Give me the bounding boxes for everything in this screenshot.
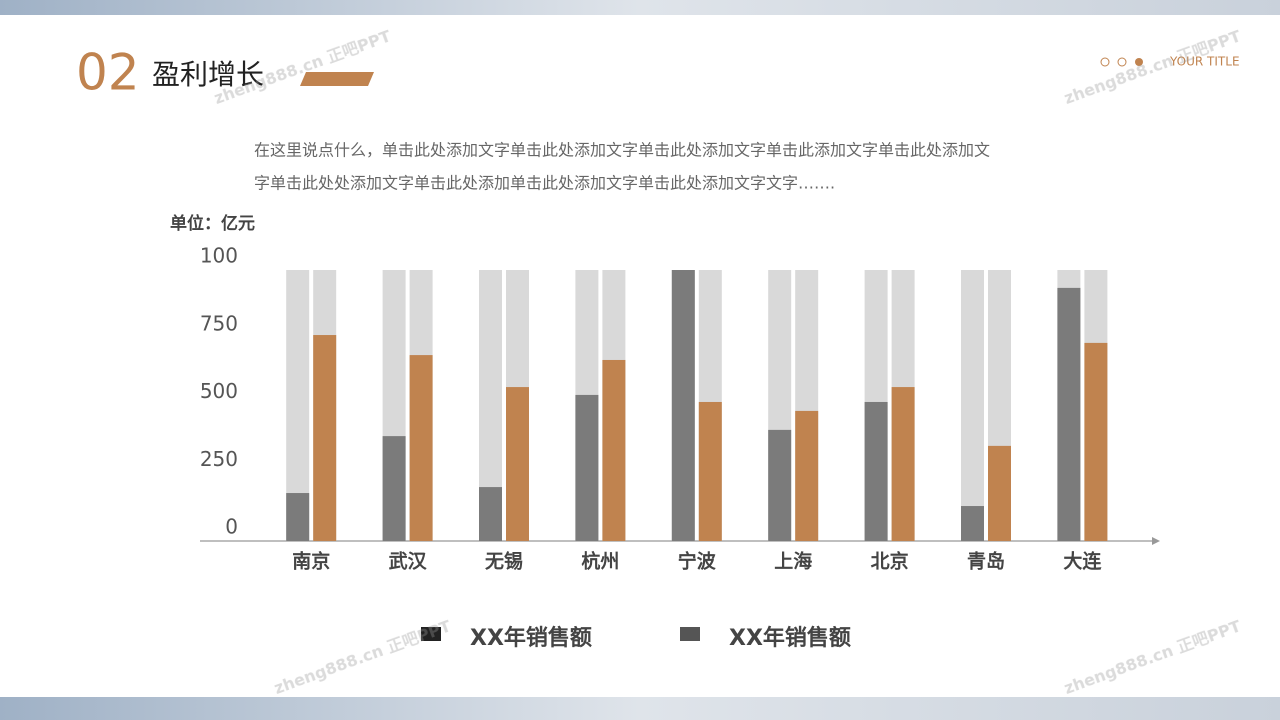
x-tick-label: 南京 (292, 550, 330, 573)
bar (506, 387, 529, 541)
bar (479, 487, 502, 541)
y-tick-label: 750 (200, 311, 238, 335)
bar (575, 394, 599, 541)
bar (602, 359, 626, 541)
x-tick-label: 大连 (1063, 550, 1102, 573)
dot (1117, 57, 1127, 67)
legend-label: XX年销售额 (470, 625, 592, 651)
bar-track (479, 270, 502, 541)
y-tick-label: 500 (200, 379, 238, 403)
bar (768, 429, 792, 541)
bar (313, 335, 337, 541)
unit-label: 单位：亿元 (170, 213, 255, 234)
bar (382, 436, 406, 541)
legend-label: XX年销售额 (729, 625, 851, 651)
bar (1084, 342, 1108, 541)
y-tick-label: 100 (200, 244, 238, 268)
plot: 0 250 500 750 100 南京 武汉 无锡 杭州 宁波 上海 北京 青岛 大连 XX年销售额 XX年… (200, 244, 1108, 651)
section-number: 02 (76, 44, 140, 102)
y-tick-label: 0 (225, 515, 238, 539)
description: 字单击此处处添加文字单击此处添加单击此处添加文字单击此处添加文字文字……. (254, 174, 835, 193)
heading-accent (300, 72, 374, 86)
x-tick-label: 无锡 (485, 550, 523, 573)
bar (961, 506, 984, 541)
header-right: YOUR TITLE (1169, 55, 1240, 69)
legend-swatch (680, 627, 700, 641)
heading: 盈利增长 (152, 58, 264, 91)
bar (286, 493, 310, 541)
bar (671, 270, 695, 541)
x-tick-label: 上海 (774, 550, 812, 573)
bar-track (961, 270, 984, 541)
bar (698, 401, 722, 541)
x-tick-label: 宁波 (678, 550, 717, 573)
bar (891, 387, 915, 541)
bar (1057, 287, 1081, 541)
x-tick-label: 青岛 (967, 550, 1005, 573)
bar (409, 355, 433, 541)
x-tick-label: 武汉 (389, 551, 428, 573)
description: 在这里说点什么，单击此处添加文字单击此处添加文字单击此处添加文字单击此添加文字单… (254, 141, 990, 160)
x-tick-label: 杭州 (581, 550, 619, 573)
legend-swatch (421, 627, 441, 641)
bar (795, 410, 819, 541)
bar-track (286, 270, 310, 541)
bar (988, 445, 1011, 541)
x-tick-label: 北京 (871, 550, 909, 573)
y-tick-label: 250 (200, 447, 238, 471)
dot (1135, 58, 1143, 66)
bar (864, 401, 888, 541)
axis-arrow (1152, 537, 1160, 545)
dot (1100, 57, 1110, 67)
